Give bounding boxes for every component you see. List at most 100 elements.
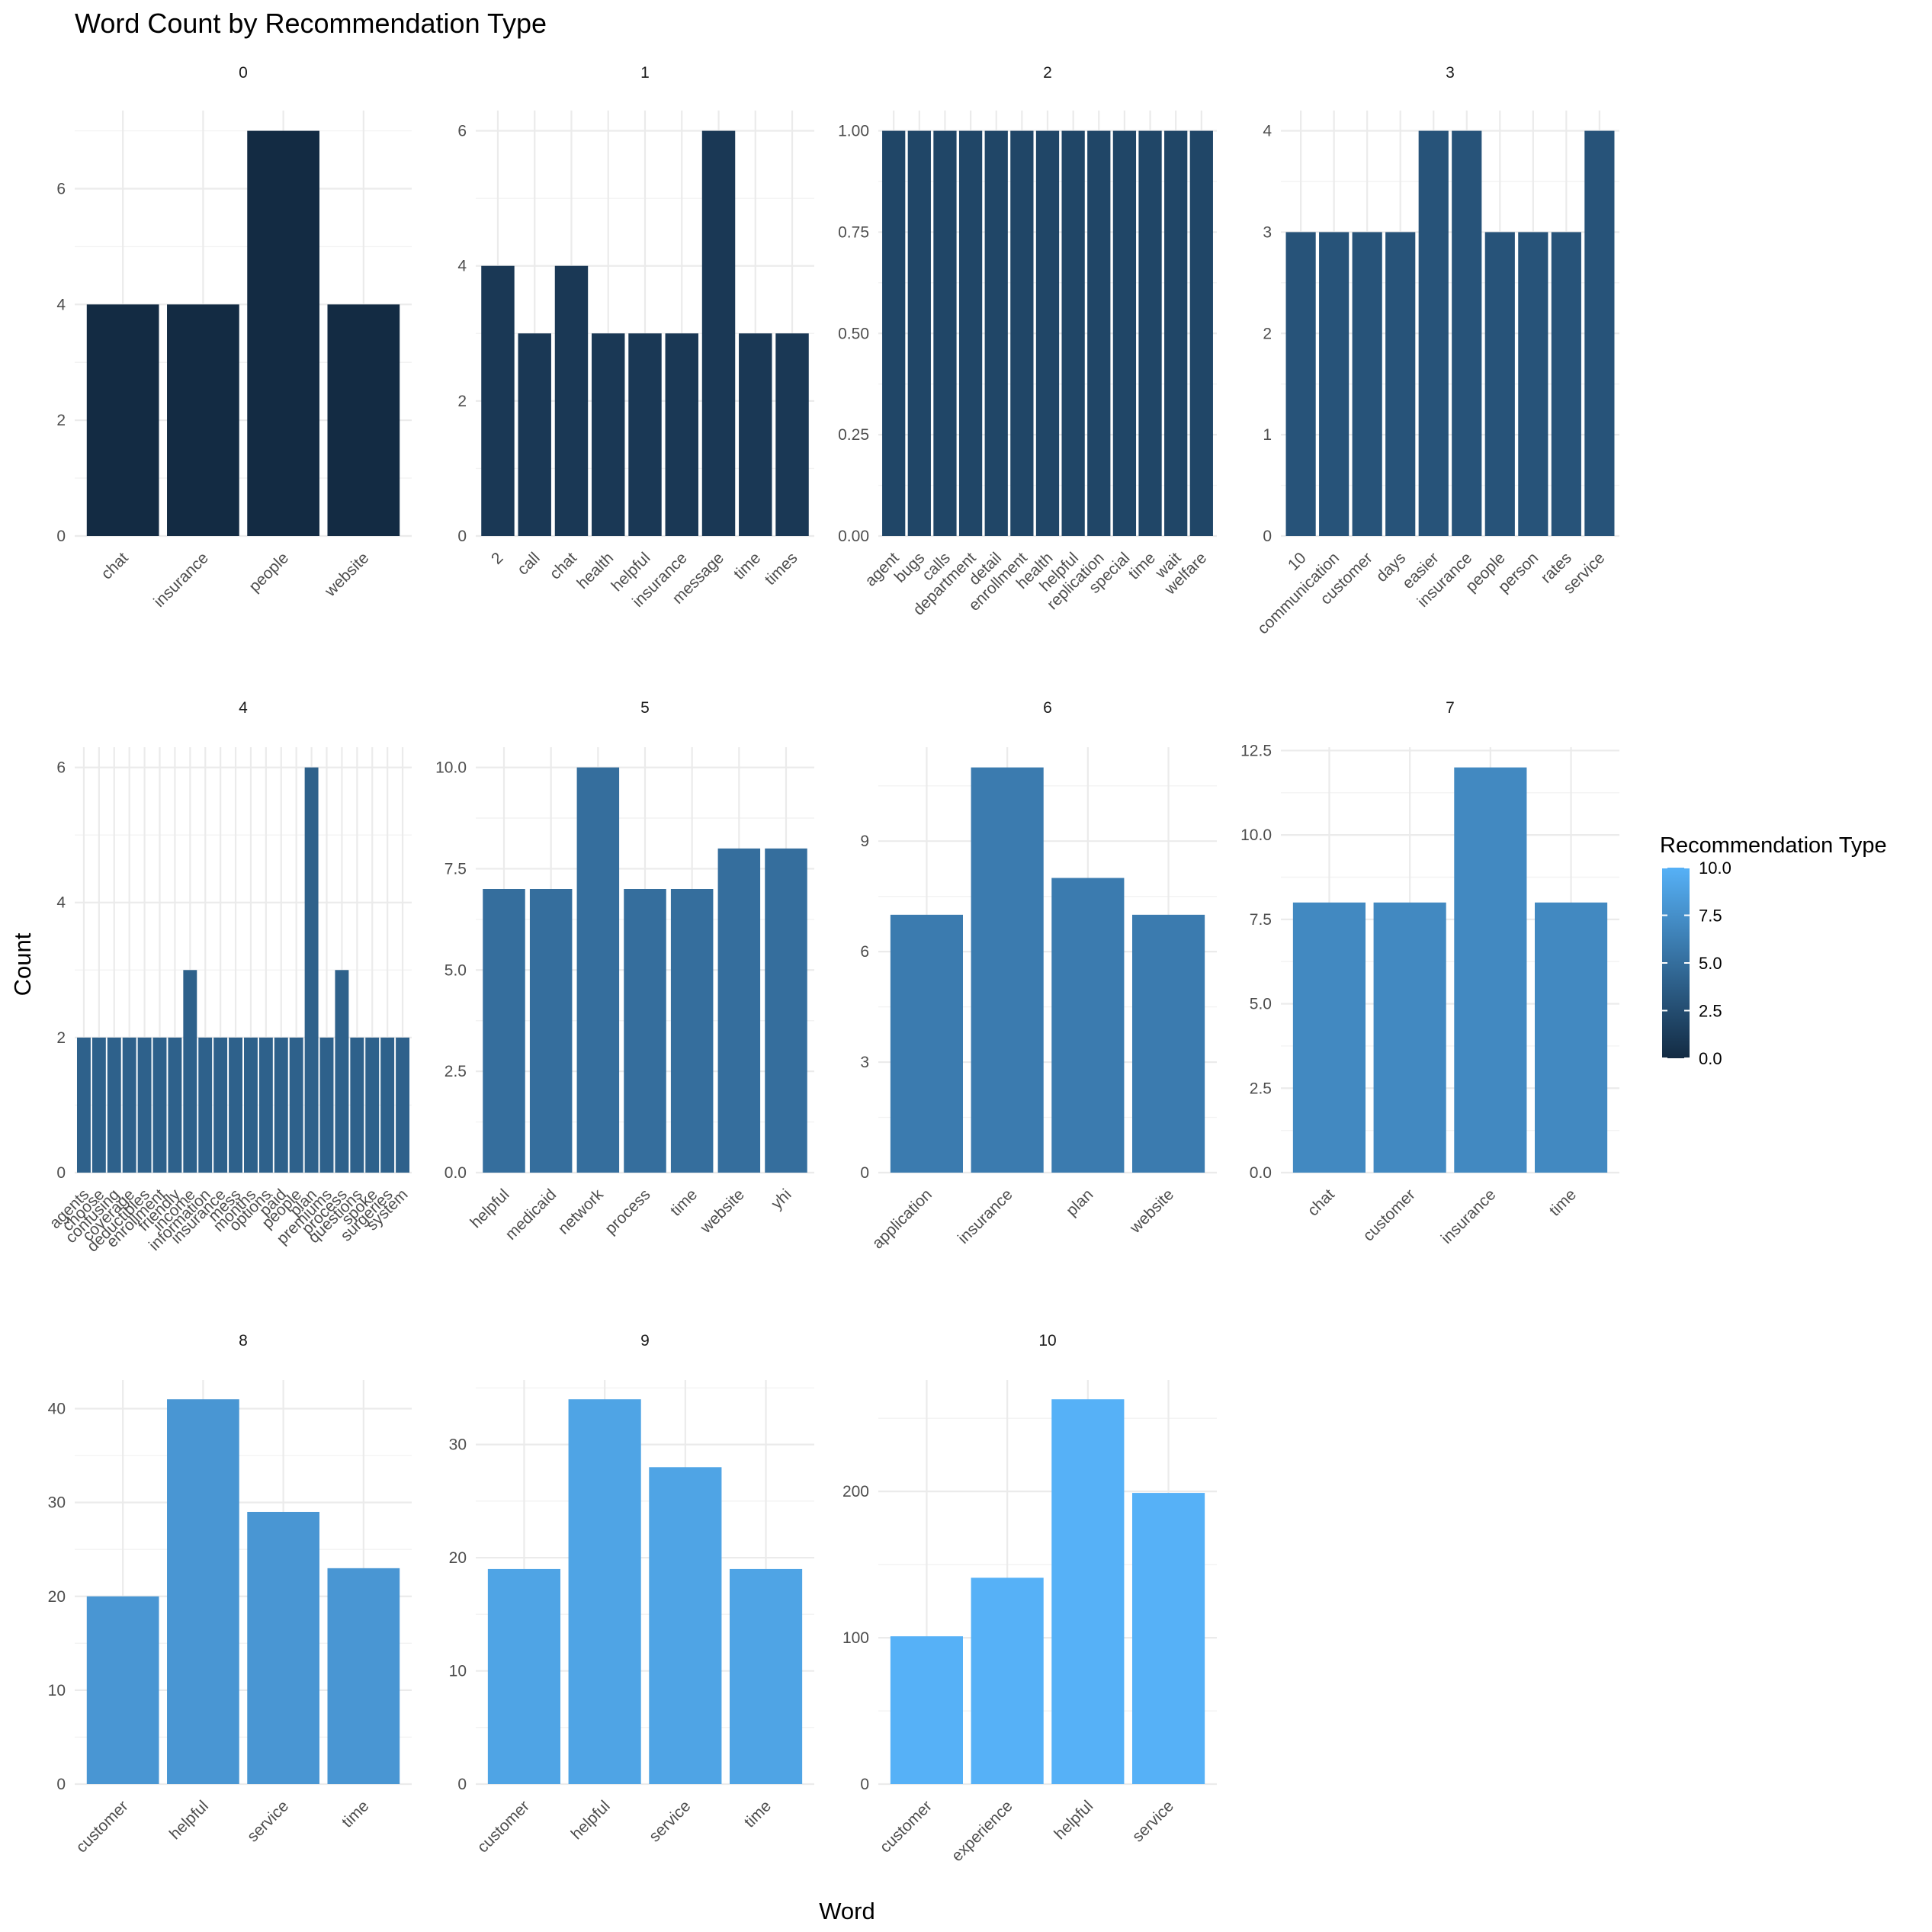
- y-tick-label: 7.5: [1250, 911, 1272, 929]
- bar-helpful: [568, 1399, 641, 1784]
- x-tick-label: experience: [948, 1797, 1016, 1865]
- y-tick-label: 20: [449, 1549, 467, 1567]
- x-tick-label: customer: [1359, 1186, 1418, 1244]
- facet-panel-3: 0123410communicationcustomerdayseasierin…: [1254, 64, 1619, 637]
- bar-helpful: [483, 889, 525, 1173]
- bar-chat: [1292, 902, 1366, 1173]
- bar-communication: [1319, 232, 1350, 536]
- y-tick-label: 0.0: [444, 1164, 467, 1182]
- y-tick-label: 0.75: [838, 223, 869, 241]
- bar-information: [198, 1037, 213, 1173]
- bar-customer: [86, 1596, 159, 1784]
- facet-strip-label: 10: [1038, 1332, 1056, 1350]
- bar-welfare: [1189, 130, 1213, 537]
- x-tick-label: website: [1126, 1186, 1177, 1237]
- bar-time: [1138, 130, 1162, 537]
- bar-time: [1535, 902, 1608, 1173]
- legend-tick-label: 7.5: [1699, 907, 1722, 926]
- y-tick-label: 10: [449, 1663, 467, 1680]
- y-tick-label: 3: [860, 1054, 869, 1071]
- bar-customer: [1352, 232, 1382, 536]
- bar-yhi: [765, 848, 807, 1173]
- bar-insurance: [167, 304, 239, 536]
- bar-paid: [274, 1037, 288, 1173]
- y-tick-label: 4: [457, 258, 467, 275]
- bar-call: [518, 333, 551, 536]
- y-tick-label: 4: [56, 296, 66, 313]
- bar-choose: [91, 1037, 106, 1173]
- x-tick-label: customer: [877, 1797, 936, 1856]
- y-tick-label: 0.0: [1250, 1164, 1272, 1182]
- y-tick-label: 200: [842, 1483, 869, 1500]
- x-tick-label: call: [514, 549, 544, 579]
- bar-detail: [984, 130, 1008, 537]
- y-tick-label: 10.0: [435, 759, 467, 777]
- bar-process: [335, 970, 349, 1173]
- bar-experience: [971, 1577, 1044, 1784]
- bar-questions: [350, 1037, 364, 1173]
- legend-tick-label: 0.0: [1699, 1049, 1722, 1068]
- facet-strip-label: 1: [640, 64, 650, 82]
- facet-strip-label: 0: [239, 64, 248, 82]
- y-tick-label: 7.5: [444, 860, 467, 878]
- y-tick-label: 100: [842, 1629, 869, 1647]
- bar-helpful: [167, 1399, 239, 1784]
- x-tick-label: website: [321, 549, 372, 600]
- y-tick-label: 6: [56, 759, 66, 777]
- x-tick-label: yhi: [768, 1186, 794, 1212]
- x-tick-label: time: [339, 1797, 372, 1831]
- bar-insurance: [665, 333, 698, 536]
- bar-health: [592, 333, 625, 536]
- y-tick-label: 0: [56, 1776, 66, 1793]
- x-tick-label: application: [869, 1186, 936, 1252]
- facet-strip-label: 6: [1043, 699, 1052, 717]
- x-tick-label: insurance: [150, 549, 212, 611]
- x-tick-label: insurance: [1438, 1186, 1500, 1247]
- bar-customer: [890, 1636, 963, 1784]
- y-tick-label: 0.25: [838, 426, 869, 444]
- y-tick-label: 10.0: [1240, 826, 1272, 844]
- bar-2: [481, 265, 515, 536]
- bar-message: [701, 130, 736, 537]
- x-tick-label: time: [741, 1797, 775, 1831]
- x-tick-label: insurance: [955, 1186, 1016, 1247]
- bar-website: [327, 304, 400, 536]
- y-tick-label: 3: [1263, 223, 1272, 241]
- bar-helpful: [1061, 130, 1085, 537]
- x-tick-label: helpful: [166, 1797, 212, 1843]
- y-tick-label: 30: [48, 1494, 66, 1512]
- x-tick-label: process: [602, 1186, 653, 1237]
- bar-special: [1112, 130, 1137, 537]
- bar-customer: [1373, 902, 1446, 1173]
- bar-time: [670, 889, 714, 1173]
- color-legend: Recommendation Type 0.0 2.5 5.0 7.5 10.0: [1660, 833, 1887, 1068]
- bar-mess: [229, 1037, 243, 1173]
- facet-panel-9: 0 10 20 30 customer helpful service time 9: [449, 1332, 814, 1857]
- bar-plan: [304, 767, 319, 1173]
- legend-title: Recommendation Type: [1660, 833, 1887, 858]
- facet-panel-2: 0.000.250.500.751.00agentbugscallsdepart…: [838, 64, 1217, 619]
- x-tick-label: time: [1125, 549, 1159, 582]
- bar-insurance: [213, 1037, 228, 1173]
- bar-confusing: [107, 1037, 121, 1173]
- bar-service: [1132, 1493, 1205, 1784]
- x-tick-label: network: [555, 1186, 608, 1238]
- bar-easier: [1418, 130, 1449, 537]
- bar-friendly: [168, 1037, 182, 1173]
- y-tick-label: 2: [1263, 325, 1272, 342]
- y-tick-label: 4: [56, 894, 66, 912]
- bar-times: [775, 333, 809, 536]
- y-tick-label: 0: [56, 528, 66, 545]
- bar-medicaid: [529, 889, 573, 1173]
- bar-time: [730, 1568, 803, 1784]
- bar-time: [739, 333, 772, 536]
- bar-chat: [554, 265, 589, 536]
- bar-agent: [882, 130, 906, 537]
- bar-income: [183, 970, 197, 1173]
- bar-enrollment: [1010, 130, 1034, 537]
- x-tick-label: time: [730, 549, 764, 582]
- bar-website: [717, 848, 761, 1173]
- bar-days: [1385, 232, 1416, 536]
- y-axis-title: Count: [9, 932, 36, 996]
- x-tick-label: service: [1129, 1797, 1177, 1845]
